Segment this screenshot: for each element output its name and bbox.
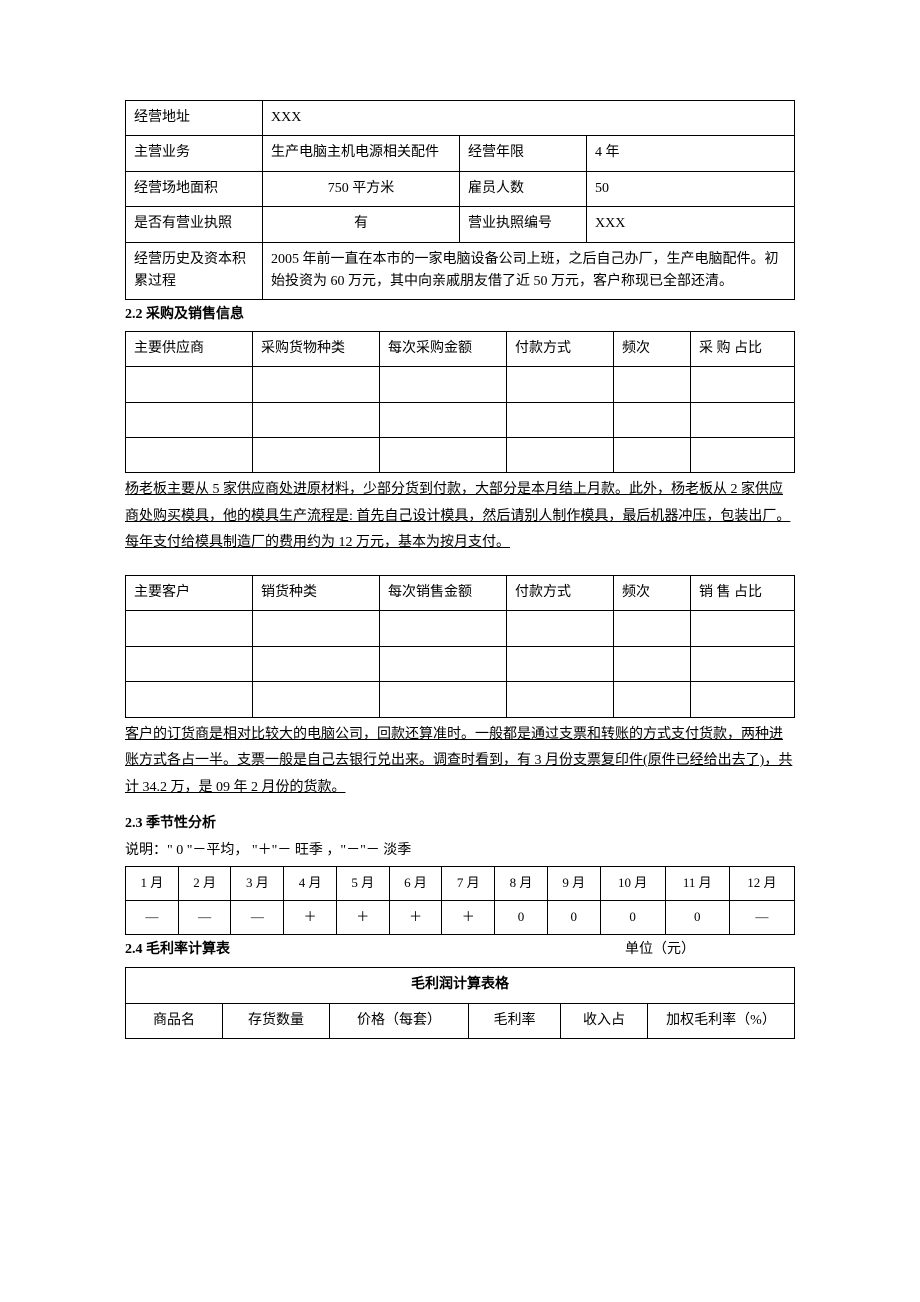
col-header: 存货数量 (223, 1003, 330, 1038)
value-cell: 0 (547, 901, 600, 935)
customers-paragraph: 客户的订货商是相对比较大的电脑公司，回款还算准时。一般都是通过支票和转账的方式支… (125, 722, 795, 802)
col-header: 收入占 (561, 1003, 648, 1038)
month-cell: 8 月 (495, 867, 548, 901)
table-row (126, 682, 795, 717)
row-value: 750 平方米 (263, 171, 460, 206)
month-cell: 4 月 (284, 867, 337, 901)
col-header: 频次 (614, 331, 691, 366)
value-cell: ＋ (442, 901, 495, 935)
row-value2: 50 (587, 171, 795, 206)
table-row: 经营历史及资本积累过程 2005 年前一直在本市的一家电脑设备公司上班，之后自己… (126, 242, 795, 300)
table-row: 经营场地面积 750 平方米 雇员人数 50 (126, 171, 795, 206)
row-value: 2005 年前一直在本市的一家电脑设备公司上班，之后自己办厂，生产电脑配件。初始… (263, 242, 795, 300)
table-caption: 毛利润计算表格 (126, 968, 795, 1003)
month-cell: 6 月 (389, 867, 442, 901)
row-label: 经营历史及资本积累过程 (126, 242, 263, 300)
col-header: 销货种类 (253, 576, 380, 611)
month-cell: 12 月 (729, 867, 794, 901)
col-header: 采 购 占比 (691, 331, 795, 366)
season-legend: 说明：" 0 "－平均， "＋"－ 旺季 ，"－"－ 淡季 (125, 840, 795, 862)
month-cell: 1 月 (126, 867, 179, 901)
row-value: XXX (263, 101, 795, 136)
value-cell: — (231, 901, 284, 935)
col-header: 付款方式 (507, 331, 614, 366)
col-header: 毛利率 (469, 1003, 561, 1038)
values-row: — — — ＋ ＋ ＋ ＋ 0 0 0 0 — (126, 901, 795, 935)
caption-row: 毛利润计算表格 (126, 968, 795, 1003)
row-label: 是否有营业执照 (126, 207, 263, 242)
month-cell: 3 月 (231, 867, 284, 901)
row-label: 主营业务 (126, 136, 263, 171)
customers-table: 主要客户 销货种类 每次销售金额 付款方式 频次 销 售 占比 (125, 575, 795, 718)
col-header: 采购货物种类 (253, 331, 380, 366)
col-header: 频次 (614, 576, 691, 611)
table-row: 主营业务 生产电脑主机电源相关配件 经营年限 4 年 (126, 136, 795, 171)
row-label: 经营地址 (126, 101, 263, 136)
row-value: 生产电脑主机电源相关配件 (263, 136, 460, 171)
value-cell: 0 (495, 901, 548, 935)
row-label2: 经营年限 (460, 136, 587, 171)
value-cell: 0 (600, 901, 665, 935)
month-cell: 11 月 (665, 867, 729, 901)
table-header-row: 主要供应商 采购货物种类 每次采购金额 付款方式 频次 采 购 占比 (126, 331, 795, 366)
col-header: 每次采购金额 (380, 331, 507, 366)
value-cell: — (178, 901, 231, 935)
month-cell: 10 月 (600, 867, 665, 901)
table-row: 经营地址 XXX (126, 101, 795, 136)
months-row: 1 月 2 月 3 月 4 月 5 月 6 月 7 月 8 月 9 月 10 月… (126, 867, 795, 901)
business-info-table: 经营地址 XXX 主营业务 生产电脑主机电源相关配件 经营年限 4 年 经营场地… (125, 100, 795, 300)
col-header: 价格（每套） (330, 1003, 469, 1038)
col-header: 主要供应商 (126, 331, 253, 366)
col-header: 加权毛利率（%） (648, 1003, 795, 1038)
row-label: 经营场地面积 (126, 171, 263, 206)
col-header: 付款方式 (507, 576, 614, 611)
value-cell: ＋ (336, 901, 389, 935)
value-cell: ＋ (284, 901, 337, 935)
row-label2: 营业执照编号 (460, 207, 587, 242)
col-header: 主要客户 (126, 576, 253, 611)
table-row (126, 646, 795, 681)
table-header-row: 主要客户 销货种类 每次销售金额 付款方式 频次 销 售 占比 (126, 576, 795, 611)
value-cell: ＋ (389, 901, 442, 935)
col-header: 销 售 占比 (691, 576, 795, 611)
table-row (126, 402, 795, 437)
suppliers-paragraph: 杨老板主要从 5 家供应商处进原材料，少部分货到付款，大部分是本月结上月款。此外… (125, 477, 795, 557)
unit-label: 单位（元） (625, 939, 795, 961)
row-value: 有 (263, 207, 460, 242)
table-row (126, 611, 795, 646)
month-cell: 7 月 (442, 867, 495, 901)
col-header: 每次销售金额 (380, 576, 507, 611)
row-value2: 4 年 (587, 136, 795, 171)
month-cell: 2 月 (178, 867, 231, 901)
month-cell: 9 月 (547, 867, 600, 901)
suppliers-table: 主要供应商 采购货物种类 每次采购金额 付款方式 频次 采 购 占比 (125, 331, 795, 474)
month-cell: 5 月 (336, 867, 389, 901)
section-2-3-title: 2.3 季节性分析 (125, 813, 795, 835)
value-cell: — (729, 901, 794, 935)
value-cell: — (126, 901, 179, 935)
section-2-2-title: 2.2 采购及销售信息 (125, 304, 795, 326)
season-table: 1 月 2 月 3 月 4 月 5 月 6 月 7 月 8 月 9 月 10 月… (125, 866, 795, 935)
col-header: 商品名 (126, 1003, 223, 1038)
section-2-4-title: 2.4 毛利率计算表 (125, 939, 230, 961)
gross-profit-table: 毛利润计算表格 商品名 存货数量 价格（每套） 毛利率 收入占 加权毛利率（%） (125, 967, 795, 1039)
table-row (126, 437, 795, 472)
value-cell: 0 (665, 901, 729, 935)
table-row (126, 367, 795, 402)
row-label2: 雇员人数 (460, 171, 587, 206)
row-value2: XXX (587, 207, 795, 242)
table-header-row: 商品名 存货数量 价格（每套） 毛利率 收入占 加权毛利率（%） (126, 1003, 795, 1038)
table-row: 是否有营业执照 有 营业执照编号 XXX (126, 207, 795, 242)
